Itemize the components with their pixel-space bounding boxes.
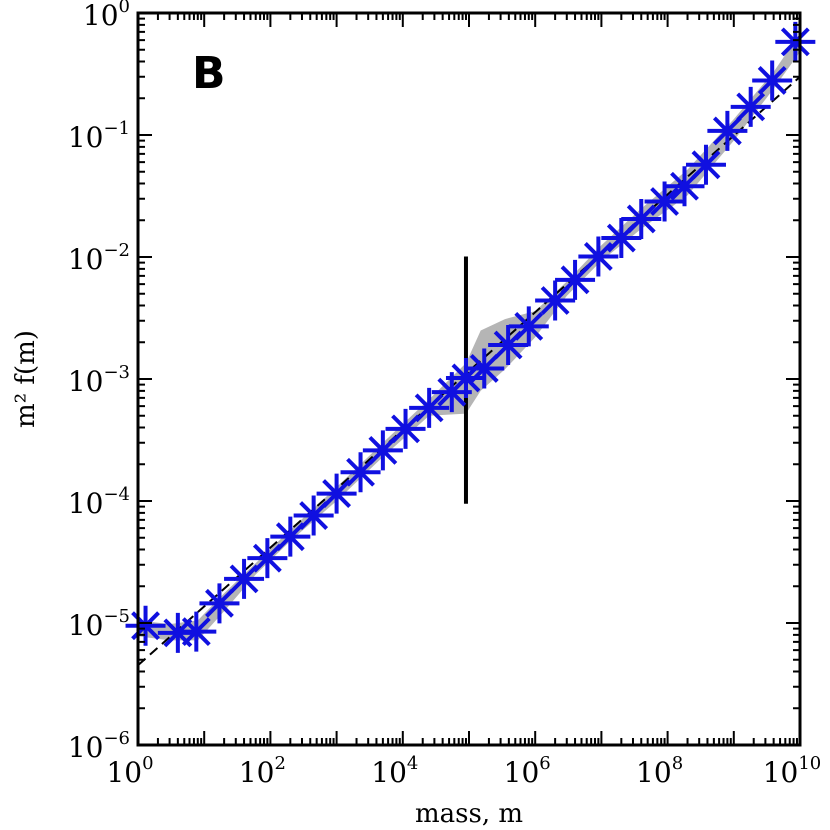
x-tick-label: 104: [371, 753, 418, 789]
confidence-band: [138, 33, 800, 641]
data-point-cross: [691, 150, 721, 180]
data-point: [316, 473, 357, 514]
data-point: [340, 452, 381, 493]
data-point-cross: [368, 435, 398, 465]
tick-labels-layer: 100 102 104 106 108 1010 10−6 10−5 10−4 10−3 10−2 1…: [68, 0, 821, 789]
data-point-cross: [757, 66, 787, 95]
data-point-cross: [229, 564, 259, 594]
data-point: [535, 280, 576, 321]
y-tick-label: 10−3: [68, 362, 130, 398]
panel-label: B: [192, 48, 226, 99]
data-point-cross: [252, 543, 282, 573]
data-point: [601, 218, 642, 259]
data-point: [293, 495, 334, 536]
data-point-cross: [712, 116, 742, 146]
confidence-band-layer: [138, 33, 800, 641]
data-point: [555, 259, 596, 300]
data-point-cross: [181, 617, 211, 647]
data-point-cross: [736, 92, 766, 122]
data-point-cross: [346, 457, 375, 487]
data-point-cross: [514, 311, 544, 341]
data-point: [730, 86, 771, 127]
y-tick-label: 10−1: [68, 118, 130, 154]
data-point: [445, 357, 486, 398]
x-tick-label: 108: [636, 753, 683, 789]
data-point: [578, 236, 619, 277]
data-point: [685, 144, 726, 185]
data-point-cross: [583, 242, 613, 271]
data-point-cross: [780, 27, 810, 57]
data-point: [508, 306, 549, 347]
data-point: [409, 387, 450, 428]
data-point-cross: [650, 187, 679, 216]
data-point-cross: [299, 501, 329, 530]
x-tick-label: 1010: [763, 753, 822, 789]
data-point: [270, 516, 311, 557]
x-axis-label: mass, m: [415, 799, 523, 829]
data-point: [621, 198, 662, 239]
data-point: [224, 558, 265, 599]
data-point: [775, 21, 816, 62]
y-tick-label: 10−4: [68, 484, 130, 520]
y-tick-label: 100: [83, 0, 130, 32]
data-point: [247, 538, 288, 579]
fit-line-layer: [137, 76, 801, 667]
data-point: [464, 348, 505, 389]
y-tick-label: 10−6: [68, 728, 130, 764]
x-tick-label: 100: [106, 753, 153, 789]
y-axis-label: m² f(m): [11, 330, 41, 428]
data-point-cross: [560, 265, 590, 295]
data-points-layer: [125, 21, 816, 653]
plot-frame: [136, 11, 802, 747]
x-tick-label: 106: [504, 753, 551, 789]
data-point-cross: [414, 393, 444, 423]
data-point: [707, 110, 748, 151]
data-point-cross: [469, 354, 499, 383]
data-point: [176, 611, 217, 652]
data-point: [752, 60, 793, 101]
fit-line: [137, 76, 801, 667]
data-point-cross: [626, 204, 656, 234]
data-point: [362, 430, 403, 471]
y-tick-label: 10−5: [68, 606, 130, 642]
data-point: [385, 408, 426, 449]
data-point-cross: [205, 588, 234, 618]
data-point-cross: [322, 479, 352, 509]
y-tick-label: 10−2: [68, 240, 130, 276]
data-point-cross: [275, 522, 305, 552]
x-tick-label: 102: [239, 753, 286, 789]
data-point: [125, 605, 166, 646]
data-point-cross: [391, 414, 420, 444]
data-point: [199, 583, 240, 624]
